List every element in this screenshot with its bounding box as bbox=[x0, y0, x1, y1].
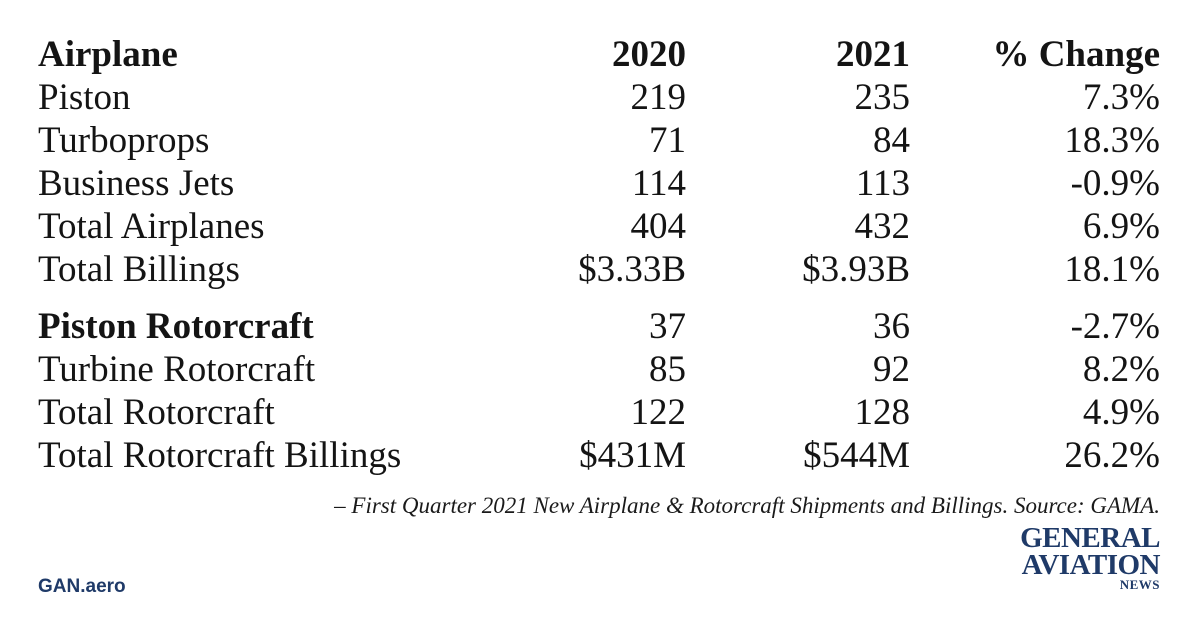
row-2021: $3.93B bbox=[802, 249, 910, 290]
row-2020: 122 bbox=[630, 392, 687, 433]
row-2020: 114 bbox=[631, 163, 686, 204]
row-2021: 36 bbox=[873, 306, 910, 347]
row-2020: 71 bbox=[649, 120, 686, 161]
table-header-row: Airplane 2020 2021 % Change bbox=[0, 33, 1200, 77]
header-2021: 2021 bbox=[836, 34, 910, 75]
row-2021: 84 bbox=[873, 120, 910, 161]
table-row: Total Airplanes 404 432 6.9% bbox=[0, 205, 1200, 249]
row-change: -0.9% bbox=[1070, 163, 1160, 204]
row-label: Total Rotorcraft Billings bbox=[38, 435, 402, 476]
row-label: Piston bbox=[38, 77, 131, 118]
logo-line-general: GENERAL bbox=[1020, 522, 1160, 554]
table-row: Total Rotorcraft Billings $431M $544M 26… bbox=[0, 434, 1200, 478]
row-2020: 37 bbox=[649, 306, 686, 347]
row-change: 18.1% bbox=[1064, 249, 1160, 290]
row-2020: 404 bbox=[630, 206, 687, 247]
row-label: Business Jets bbox=[38, 163, 235, 204]
header-2020: 2020 bbox=[612, 34, 686, 75]
row-label: Total Rotorcraft bbox=[38, 392, 275, 433]
row-change: -2.7% bbox=[1070, 306, 1160, 347]
row-2020: 85 bbox=[649, 349, 686, 390]
row-change: 26.2% bbox=[1064, 435, 1160, 476]
table-row: Piston Rotorcraft 37 36 -2.7% bbox=[0, 305, 1200, 349]
logo-line-aviation: AVIATION bbox=[1021, 549, 1161, 581]
row-change: 18.3% bbox=[1064, 120, 1160, 161]
table-row: Turbine Rotorcraft 85 92 8.2% bbox=[0, 348, 1200, 392]
site-url: GAN.aero bbox=[38, 576, 126, 597]
row-label: Total Airplanes bbox=[38, 206, 265, 247]
row-label: Piston Rotorcraft bbox=[38, 306, 314, 347]
table-row: Turboprops 71 84 18.3% bbox=[0, 119, 1200, 163]
row-2021: 235 bbox=[854, 77, 911, 118]
header-change: % Change bbox=[992, 34, 1160, 75]
row-2020: $3.33B bbox=[578, 249, 686, 290]
row-label: Turboprops bbox=[38, 120, 210, 161]
row-label: Total Billings bbox=[38, 249, 240, 290]
row-2021: $544M bbox=[803, 435, 910, 476]
row-2021: 432 bbox=[854, 206, 911, 247]
table-row: Total Rotorcraft 122 128 4.9% bbox=[0, 391, 1200, 435]
row-change: 4.9% bbox=[1082, 392, 1160, 433]
header-airplane: Airplane bbox=[38, 34, 178, 75]
row-change: 8.2% bbox=[1082, 349, 1160, 390]
table-row: Business Jets 114 113 -0.9% bbox=[0, 162, 1200, 206]
table-row: Piston 219 235 7.3% bbox=[0, 76, 1200, 120]
row-2021: 128 bbox=[854, 392, 911, 433]
general-aviation-news-logo: GENERAL AVIATION NEWS bbox=[1010, 522, 1161, 595]
source-caption: – First Quarter 2021 New Airplane & Roto… bbox=[334, 493, 1160, 518]
row-2021: 92 bbox=[873, 349, 910, 390]
row-2021: 113 bbox=[855, 163, 910, 204]
row-label: Turbine Rotorcraft bbox=[38, 349, 316, 390]
row-2020: $431M bbox=[579, 435, 686, 476]
row-2020: 219 bbox=[630, 77, 687, 118]
row-change: 7.3% bbox=[1082, 77, 1160, 118]
table-row: Total Billings $3.33B $3.93B 18.1% bbox=[0, 248, 1200, 292]
logo-line-news: NEWS bbox=[1119, 577, 1160, 592]
row-change: 6.9% bbox=[1082, 206, 1160, 247]
